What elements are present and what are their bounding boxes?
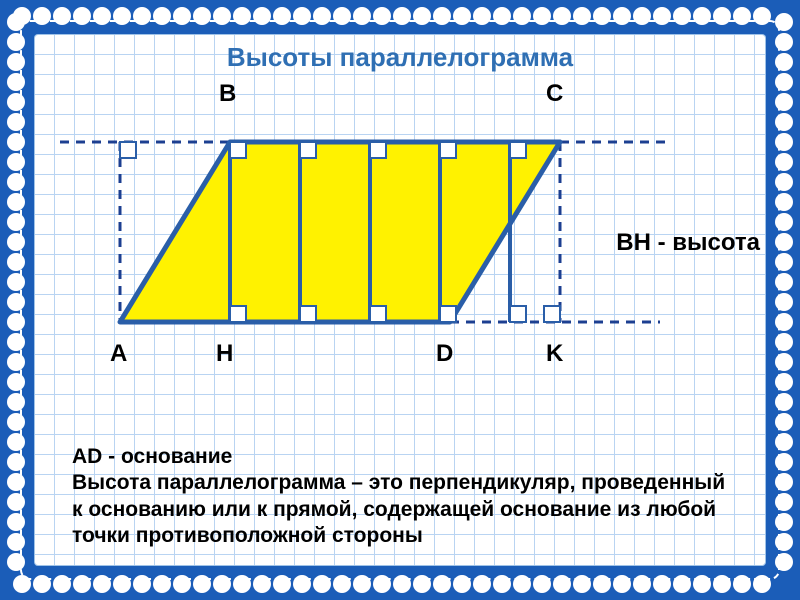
label-K: K: [546, 340, 563, 368]
page-title: Высоты параллелограмма: [34, 42, 766, 73]
label-A: A: [110, 340, 127, 368]
grid-panel: Высоты параллелограмма B C A H D K BH - …: [34, 34, 766, 566]
label-B: B: [219, 80, 236, 108]
label-H: H: [216, 340, 233, 368]
parallelogram-diagram: B C A H D K: [64, 82, 736, 372]
scallop-border: Высоты параллелограмма B C A H D K BH - …: [12, 12, 788, 588]
definition-text: AD - основаниеВысота параллелограмма – э…: [72, 444, 736, 549]
height-label: BH - высота: [616, 229, 760, 257]
label-D: D: [436, 340, 453, 368]
label-C: C: [546, 80, 563, 108]
diagram-svg: [64, 82, 736, 372]
outer-frame: Высоты параллелограмма B C A H D K BH - …: [0, 0, 800, 600]
